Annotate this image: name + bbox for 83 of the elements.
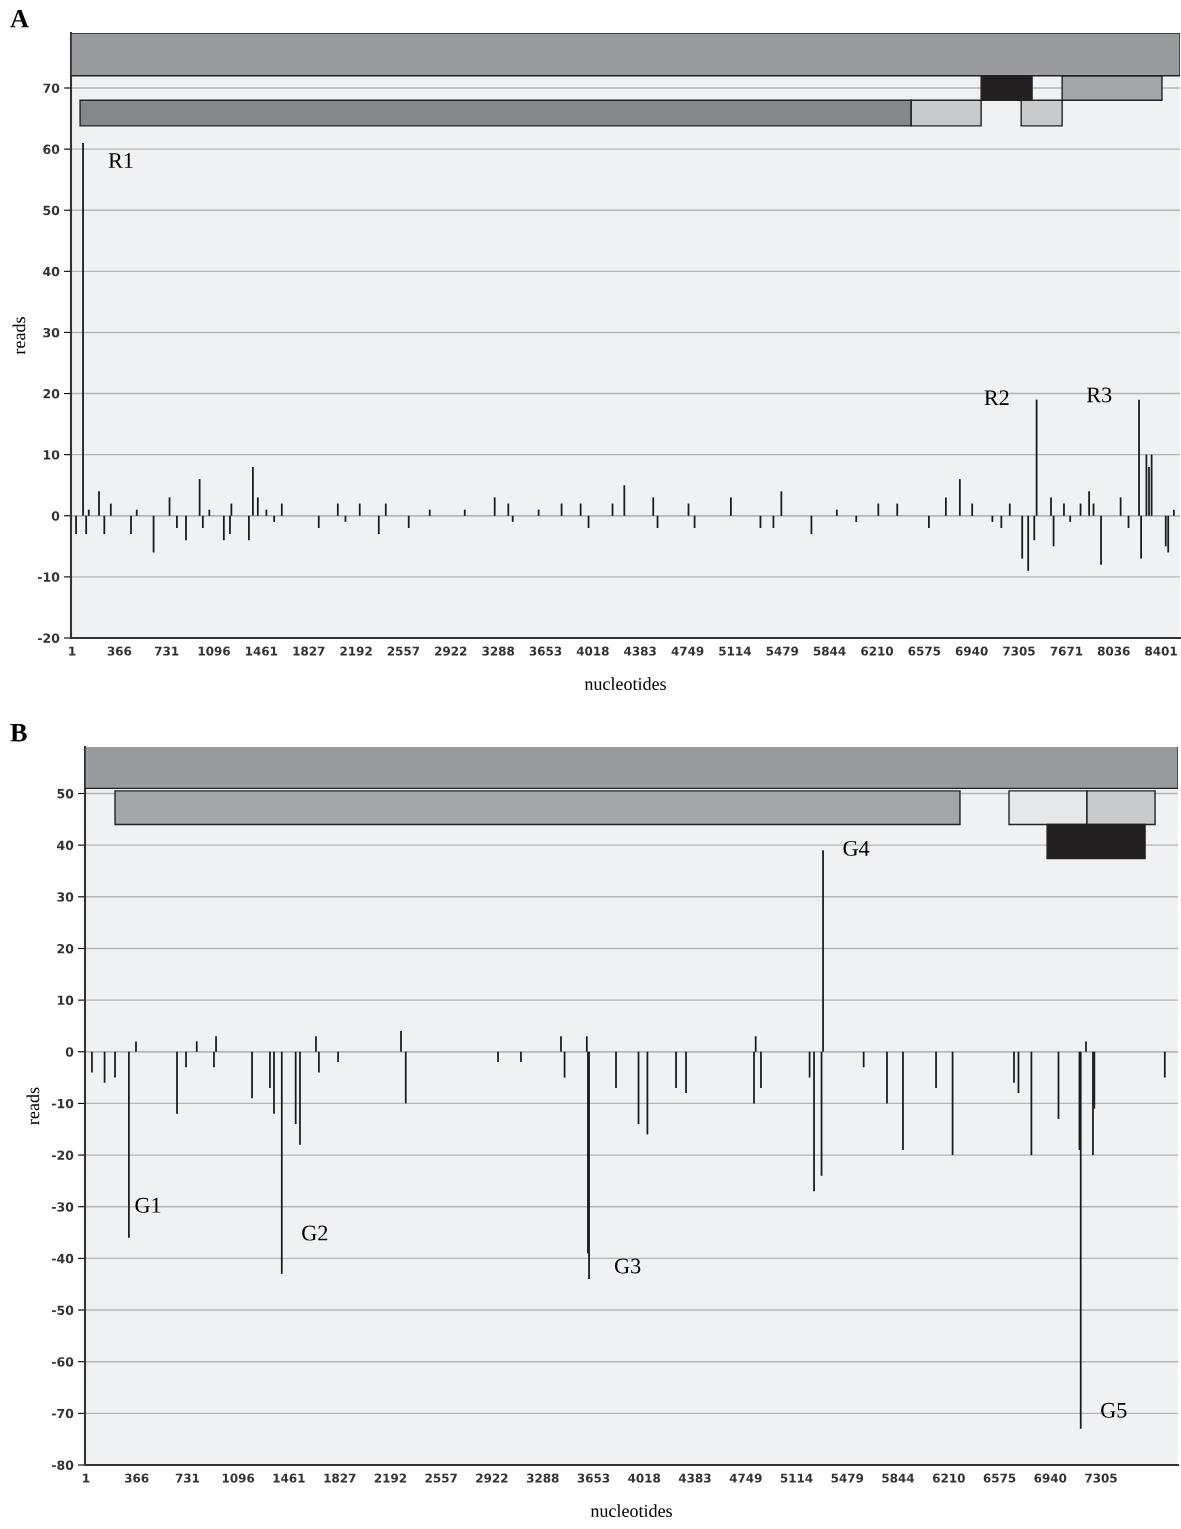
x-tick-label: 1827 [324, 1473, 356, 1483]
y-tick-label: 40 [43, 266, 60, 277]
annotation: G1 [135, 1197, 161, 1213]
x-tick-label: 5114 [719, 646, 751, 656]
x-tick-label: 1096 [222, 1473, 255, 1483]
y-tick-label: -80 [51, 1460, 74, 1470]
y-tick-label: -60 [51, 1357, 74, 1367]
y-tick-label: -70 [51, 1408, 74, 1419]
x-tick-label: 6210 [932, 1473, 965, 1483]
x-tick-label: 8036 [1097, 646, 1130, 656]
y-tick-label: 20 [43, 389, 60, 399]
x-axis-title: nucleotides [584, 677, 666, 691]
x-tick-label: 4383 [678, 1473, 711, 1483]
x-tick-label: 1096 [198, 646, 230, 656]
x-tick-label: 4383 [624, 646, 656, 656]
x-tick-label: 1461 [246, 646, 278, 656]
y-tick-label: 30 [43, 327, 60, 338]
x-tick-label: 2557 [425, 1473, 457, 1483]
y-tick-label: -10 [51, 1098, 74, 1109]
x-tick-label: 7671 [1050, 646, 1083, 656]
x-tick-label: 3653 [529, 646, 562, 656]
x-tick-label: 3288 [526, 1473, 559, 1483]
x-tick-label: 4018 [576, 646, 609, 656]
y-tick-label: -30 [51, 1202, 74, 1212]
x-tick-label: 3653 [577, 1473, 610, 1483]
y-tick-label: -20 [37, 633, 60, 643]
annotation: G4 [843, 840, 870, 856]
y-tick-label: 10 [43, 450, 60, 460]
x-tick-label: 366 [107, 646, 132, 656]
x-tick-label: 7305 [1003, 646, 1035, 656]
y-tick-label: 70 [43, 83, 60, 93]
x-tick-label: 2557 [387, 646, 420, 656]
x-tick-label: 1 [69, 646, 76, 656]
x-tick-label: 731 [175, 1473, 200, 1483]
x-tick-label: 8401 [1145, 646, 1177, 656]
x-tick-label: 3288 [482, 646, 515, 656]
x-tick-label: 6575 [983, 1473, 1016, 1483]
annotation: G3 [614, 1258, 641, 1274]
annotation: R2 [984, 390, 1009, 406]
x-tick-label: 2922 [435, 646, 467, 656]
y-tick-label: 50 [57, 788, 74, 799]
y-tick-label: -20 [51, 1150, 74, 1160]
x-tick-label: 1827 [293, 646, 325, 656]
y-tick-label: 50 [43, 205, 60, 216]
chart-title: B [10, 724, 27, 742]
x-tick-label: 6940 [955, 646, 988, 656]
y-tick-label: -10 [37, 572, 60, 582]
x-axis-title: nucleotides [590, 1504, 672, 1518]
y-tick-label: 0 [51, 511, 60, 521]
y-axis-title: reads [12, 317, 26, 355]
y-tick-label: 20 [57, 943, 74, 954]
x-tick-label: 1 [83, 1473, 90, 1483]
y-tick-label: -40 [51, 1253, 74, 1264]
y-tick-label: 40 [57, 840, 74, 851]
x-tick-label: 6940 [1034, 1473, 1067, 1483]
x-tick-label: 5114 [780, 1473, 813, 1483]
y-tick-label: 30 [57, 892, 74, 902]
y-tick-label: 0 [65, 1047, 74, 1057]
x-tick-label: 2192 [340, 646, 372, 656]
x-tick-label: 4018 [628, 1473, 661, 1483]
chart-title: A [10, 9, 29, 28]
x-tick-label: 5479 [831, 1473, 864, 1483]
x-tick-label: 366 [125, 1473, 149, 1483]
x-tick-label: 5479 [766, 646, 799, 656]
y-tick-label: 10 [57, 995, 74, 1006]
x-tick-label: 6575 [908, 646, 941, 656]
x-tick-label: 1461 [273, 1473, 305, 1483]
x-tick-label: 4749 [729, 1473, 762, 1483]
x-tick-label: 2922 [476, 1473, 508, 1483]
annotation: G2 [302, 1225, 328, 1241]
x-tick-label: 6210 [861, 646, 894, 656]
x-tick-label: 5844 [882, 1473, 915, 1483]
annotation: G5 [1101, 1402, 1127, 1418]
x-tick-label: 2192 [374, 1473, 407, 1483]
x-tick-label: 4749 [671, 646, 704, 656]
annotation: R3 [1086, 387, 1112, 403]
y-axis-title: reads [26, 1087, 40, 1125]
y-tick-label: 60 [43, 144, 60, 155]
x-tick-label: 731 [155, 646, 179, 656]
annotation: R1 [108, 153, 133, 168]
x-tick-label: 7305 [1085, 1473, 1117, 1483]
y-tick-label: -50 [51, 1305, 74, 1315]
x-tick-label: 5844 [813, 646, 846, 656]
